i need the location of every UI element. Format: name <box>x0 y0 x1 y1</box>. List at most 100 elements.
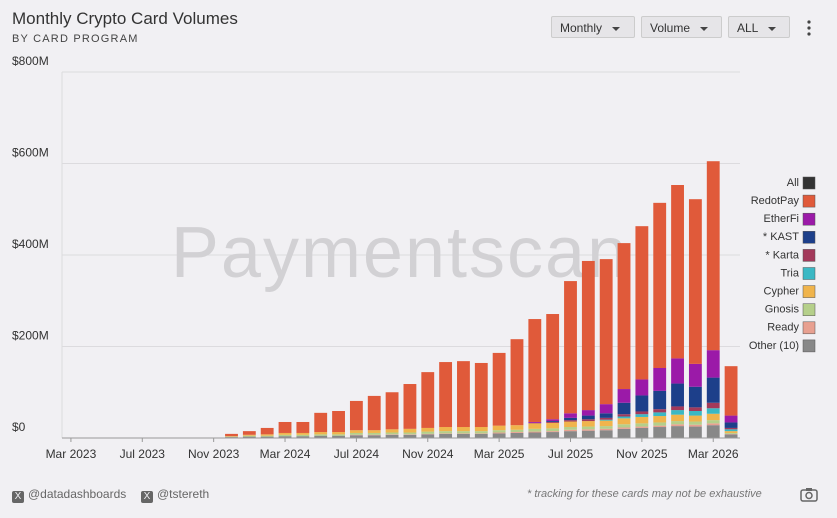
bar-segment <box>635 395 649 412</box>
legend-swatch[interactable] <box>802 321 816 335</box>
bar-segment <box>581 410 595 416</box>
bar-segment <box>296 432 310 435</box>
bar-segment <box>671 406 684 411</box>
bar-segment <box>688 415 702 422</box>
legend-label[interactable]: * KAST <box>763 231 799 243</box>
legend-label[interactable]: EtherFi <box>764 213 799 225</box>
bar-segment <box>367 430 381 433</box>
x-tick-label: Mar 2025 <box>474 447 525 461</box>
legend-swatch[interactable] <box>802 212 816 226</box>
legend-label[interactable]: Tria <box>780 267 799 279</box>
bar-segment <box>546 422 560 429</box>
bar-segment <box>492 352 506 426</box>
legend-label[interactable]: * Karta <box>765 249 800 261</box>
footer-handle[interactable]: X @tstereth <box>141 487 209 503</box>
bar-segment <box>546 314 560 420</box>
legend-label[interactable]: RedotPay <box>751 195 800 207</box>
bar-segment <box>724 415 738 423</box>
bar-segment <box>671 426 684 438</box>
bar-segment <box>457 433 470 438</box>
bar-segment <box>296 434 310 437</box>
legend-swatch[interactable] <box>802 303 816 316</box>
bar-segment <box>474 433 488 438</box>
bar-segment <box>581 419 595 422</box>
metric-dropdown[interactable]: Volume <box>641 16 722 38</box>
bar-segment <box>599 428 613 431</box>
bar-segment <box>706 377 720 403</box>
bar-segment <box>617 424 631 428</box>
bar-segment <box>457 427 470 432</box>
bar-segment <box>617 427 631 429</box>
bar-segment <box>671 421 684 425</box>
bar-segment <box>688 386 702 408</box>
legend-swatch[interactable] <box>802 249 816 262</box>
range-dropdown[interactable]: ALL <box>728 16 790 38</box>
bar-segment <box>528 431 542 433</box>
legend-label[interactable]: Other (10) <box>749 340 799 352</box>
bar-segment <box>421 434 435 438</box>
legend-swatch[interactable] <box>802 339 816 353</box>
bar-segment <box>332 411 345 433</box>
legend-label[interactable]: Ready <box>767 322 799 334</box>
bar-segment <box>314 434 328 436</box>
screenshot-button[interactable] <box>800 487 818 502</box>
bar-segment <box>510 425 524 430</box>
bar-segment <box>385 392 399 430</box>
bar-segment <box>510 339 524 426</box>
bar-segment <box>617 402 631 415</box>
bar-segment <box>599 417 613 420</box>
bar-segment <box>421 372 435 428</box>
title: Monthly Crypto Card Volumes <box>12 9 238 28</box>
bar-segment <box>278 421 292 433</box>
bar-segment <box>242 436 256 438</box>
bar-segment <box>528 432 542 438</box>
bar-segment <box>724 366 738 416</box>
bar-segment <box>599 430 613 438</box>
legend-swatch[interactable] <box>802 194 816 208</box>
bar-segment <box>492 432 506 434</box>
bar-segment <box>617 428 631 438</box>
bar-segment <box>421 427 435 432</box>
bar-segment <box>564 427 577 430</box>
bar-segment <box>724 431 738 433</box>
bar-segment <box>457 361 470 428</box>
frequency-dropdown[interactable]: Monthly <box>551 16 635 38</box>
bar-segment <box>385 429 399 433</box>
bar-segment <box>314 435 328 438</box>
y-tick-label: $200M <box>12 329 49 343</box>
legend-label[interactable]: Cypher <box>764 286 800 298</box>
bar-segment <box>653 202 667 369</box>
legend-swatch[interactable] <box>802 231 816 244</box>
bar-segment <box>474 362 488 428</box>
menu-button[interactable] <box>803 18 815 38</box>
bar-segment <box>581 429 595 431</box>
bar-segment <box>385 432 399 435</box>
y-tick-label: $400M <box>12 237 49 251</box>
bar-segment <box>581 421 595 427</box>
bar-segment <box>635 411 649 415</box>
legend-label[interactable]: Gnosis <box>765 304 800 316</box>
legend-swatch[interactable] <box>802 267 816 280</box>
bar-segment <box>617 389 631 403</box>
bar-segment <box>278 434 292 437</box>
bar-segment <box>671 383 684 407</box>
bar-segment <box>242 435 256 437</box>
bar-segment <box>564 413 577 418</box>
bar-segment <box>528 428 542 432</box>
legend-swatch[interactable] <box>802 176 816 190</box>
bar-segment <box>242 434 256 436</box>
bar-segment <box>599 426 613 429</box>
watermark: Paymentscan <box>171 213 629 293</box>
bar-segment <box>528 423 542 429</box>
bar-segment <box>635 423 649 427</box>
footer-handle[interactable]: X @datadashboards <box>12 487 126 503</box>
bar-segment <box>653 422 667 426</box>
bar-segment <box>688 424 702 427</box>
legend-swatch[interactable] <box>802 285 816 298</box>
bar-segment <box>510 432 524 438</box>
legend-label[interactable]: All <box>787 177 799 189</box>
bar-segment <box>617 418 631 425</box>
bar-segment <box>439 433 453 438</box>
bar-segment <box>332 435 345 438</box>
bar-segment <box>474 427 488 432</box>
